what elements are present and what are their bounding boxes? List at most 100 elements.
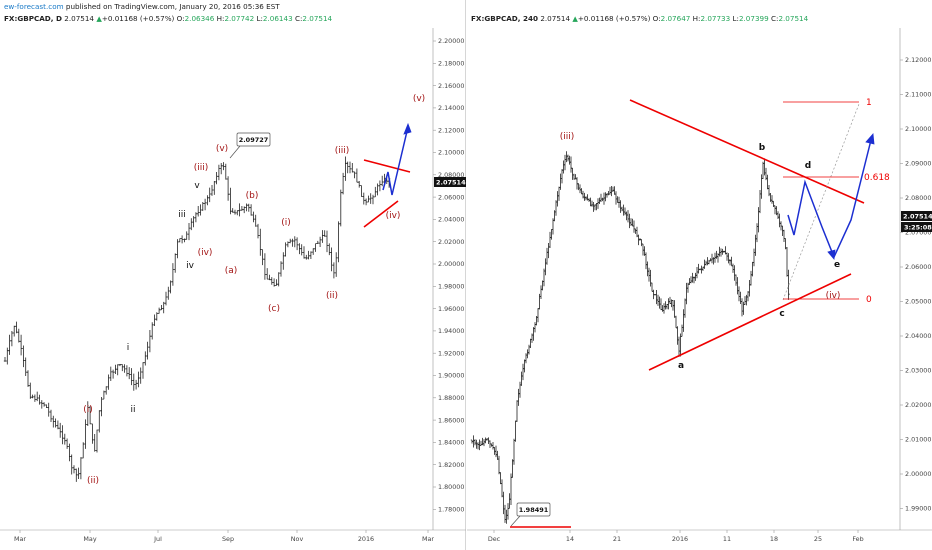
price-bar <box>337 221 340 263</box>
price-bar <box>148 330 152 353</box>
price-bar <box>746 291 750 302</box>
price-tick-label: 2.09000 <box>905 160 931 168</box>
price-bar <box>773 205 777 215</box>
price-bar <box>63 433 66 445</box>
price-bar <box>82 442 85 459</box>
price-bar <box>160 305 163 311</box>
right-symbol[interactable]: FX:GBPCAD, 240 <box>471 14 539 23</box>
price-bar <box>157 307 161 314</box>
price-bar <box>98 410 101 433</box>
price-bar <box>229 187 232 215</box>
price-bar <box>286 241 290 248</box>
price-bar <box>369 193 372 204</box>
price-tick-label: 2.18000 <box>438 60 464 68</box>
price-bar <box>109 366 112 381</box>
price-bar <box>13 325 16 337</box>
price-tick-label: 1.96000 <box>438 305 464 313</box>
price-bar <box>65 438 69 449</box>
price-bar <box>249 204 253 216</box>
left-chart-pane[interactable]: ew-forecast.com published on TradingView… <box>0 0 466 550</box>
price-tick-label: 2.08000 <box>905 194 931 202</box>
price-bar <box>619 200 622 213</box>
price-bar <box>240 206 244 211</box>
price-bar <box>201 202 204 211</box>
price-bar <box>203 198 207 211</box>
price-bar <box>19 334 23 356</box>
price-bar <box>123 364 126 373</box>
price-bar <box>623 207 627 216</box>
wave-label-black: ii <box>130 405 135 415</box>
price-bar <box>694 272 697 281</box>
price-bar <box>100 397 103 417</box>
right-chart-pane[interactable]: FX:GBPCAD, 240 2.07514 ▲+0.01168 (+0.57%… <box>467 0 932 550</box>
right-open: 2.07647 <box>660 14 691 23</box>
right-close-label: C: <box>770 14 779 23</box>
price-bar <box>518 381 522 398</box>
price-bar <box>754 234 757 256</box>
price-tick-label: 2.06000 <box>905 263 931 271</box>
price-tick-label: 1.99000 <box>905 505 931 513</box>
wave-label-red: (v) <box>216 144 228 154</box>
price-bar <box>683 298 687 318</box>
price-bar <box>607 191 610 196</box>
price-bar <box>210 185 214 196</box>
price-bar <box>169 280 172 294</box>
price-bar <box>737 286 741 302</box>
price-bar <box>616 196 619 203</box>
price-bar <box>305 254 308 260</box>
price-bar <box>688 278 691 285</box>
left-change: +0.01168 (+0.57%) <box>101 14 175 23</box>
price-bar <box>715 250 718 259</box>
price-bar <box>734 274 738 286</box>
left-symbol[interactable]: FX:GBPCAD, D <box>4 14 62 23</box>
price-bar <box>222 162 225 171</box>
price-bar <box>682 309 685 332</box>
publisher-link[interactable]: ew-forecast.com <box>4 2 64 11</box>
price-bar <box>367 195 370 203</box>
price-bar <box>752 248 756 267</box>
price-bar <box>482 439 486 447</box>
price-bar <box>484 437 487 444</box>
wave-label-black: e <box>834 260 840 270</box>
price-bar <box>739 291 742 304</box>
price-bar <box>569 156 573 173</box>
price-bar <box>162 301 165 314</box>
price-bar <box>677 336 681 357</box>
price-bar <box>266 268 269 280</box>
price-tick-label: 2.01000 <box>905 436 931 444</box>
time-tick-label: 14 <box>566 535 574 543</box>
price-bar <box>512 438 516 465</box>
price-bar <box>293 236 296 248</box>
time-tick-label: 2016 <box>672 535 688 543</box>
price-bar <box>141 362 145 379</box>
price-bar <box>178 238 181 243</box>
price-bar <box>47 402 50 417</box>
triangle-lower-line <box>648 273 852 371</box>
price-bar <box>206 195 209 206</box>
price-bar <box>307 250 310 260</box>
wave-label-black: d <box>805 161 811 171</box>
price-bar <box>54 418 57 428</box>
wave-label-black: iv <box>186 261 195 271</box>
price-bar <box>580 188 583 195</box>
price-bar <box>360 185 363 197</box>
price-bar <box>199 204 202 216</box>
right-price-chart[interactable]: 2.12000 2.11000 2.10000 2.09000 2.08000 2.070… <box>467 0 932 550</box>
price-bar <box>118 364 122 367</box>
price-bar <box>284 242 287 257</box>
left-last-value: 2.07514 <box>64 14 95 23</box>
price-bar <box>8 334 11 355</box>
price-bar <box>335 252 338 277</box>
price-tick-label: 2.02000 <box>905 401 931 409</box>
wave-label-red: (iii) <box>560 132 575 142</box>
up-triangle-icon: ▲ <box>572 14 578 23</box>
left-price-chart[interactable]: 2.20000 2.18000 2.16000 2.14000 2.12000 2.100… <box>0 0 466 550</box>
price-tick-label: 2.04000 <box>438 216 464 224</box>
triangle-upper-line <box>363 159 411 173</box>
price-bar <box>56 420 60 430</box>
price-bar <box>330 247 333 272</box>
wave-label-red: (iii) <box>194 163 209 173</box>
price-bar <box>674 315 678 329</box>
price-bar <box>506 503 510 520</box>
price-bar <box>171 263 175 286</box>
